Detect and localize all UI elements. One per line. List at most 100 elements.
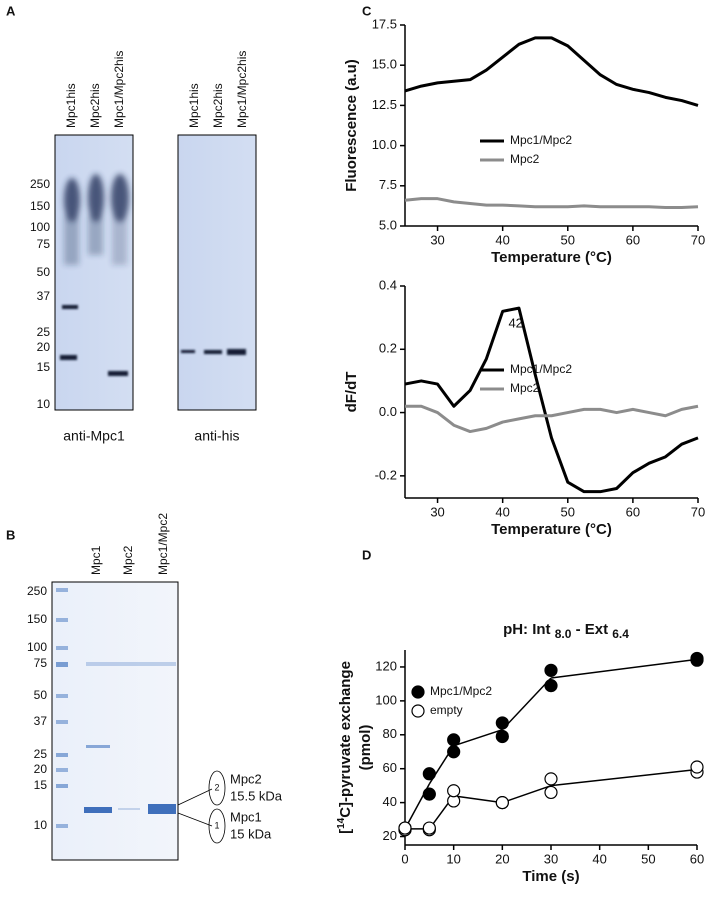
x-tick-label: 30	[430, 232, 444, 247]
y-axis-label-part: 14	[336, 817, 347, 829]
data-point	[422, 821, 436, 835]
x-tick-label: 50	[561, 504, 575, 519]
marker-label: 150	[30, 199, 50, 213]
y-axis-label: [14C]-pyruvate exchange	[336, 661, 354, 834]
blot	[177, 134, 257, 411]
x-tick-label: 70	[691, 232, 705, 247]
data-point	[544, 785, 558, 800]
lane-label: Mpc1	[89, 545, 103, 575]
y-tick-label: 12.5	[372, 97, 397, 112]
x-axis-label: Time (s)	[522, 868, 579, 885]
y-tick-label: 60	[383, 760, 397, 775]
line-series	[404, 197, 699, 210]
y-tick-label: 15.0	[372, 57, 397, 72]
data-point	[495, 729, 509, 744]
marker-label: 50	[37, 265, 51, 279]
lane-label: Mpc1/Mpc2his	[112, 51, 126, 128]
marker-label: 25	[37, 325, 51, 339]
x-tick-label: 60	[626, 232, 640, 247]
y-tick-label: 5.0	[379, 217, 397, 232]
x-tick-label: 50	[561, 232, 575, 247]
chart-title: pH: Int 8.0 - Ext 6.4	[503, 621, 629, 641]
data-point	[447, 784, 461, 798]
y-tick-label: -0.2	[375, 467, 397, 482]
y-axis-label: Fluorescence (a.u)	[343, 59, 360, 192]
marker-label: 250	[30, 177, 50, 191]
x-tick-label: 30	[544, 851, 558, 866]
chart-title-part: - Ext	[571, 621, 612, 638]
band-size: 15.5 kDa	[230, 788, 283, 803]
band-name: Mpc1	[230, 809, 262, 824]
lane-label: Mpc2his	[88, 83, 102, 128]
marker-label: 10	[37, 397, 51, 411]
data-point	[422, 767, 436, 781]
lane-label: Mpc2his	[211, 83, 225, 128]
data-point	[690, 760, 704, 774]
x-tick-label: 20	[495, 851, 509, 866]
data-point	[447, 745, 461, 759]
marker-label: 75	[34, 656, 48, 670]
y-tick-label: 0.0	[379, 404, 397, 419]
legend-marker	[411, 685, 425, 699]
data-point	[422, 787, 436, 801]
x-tick-label: 30	[430, 504, 444, 519]
marker-label: 37	[34, 714, 48, 728]
y-tick-label: 80	[383, 726, 397, 741]
marker-label: 15	[37, 360, 51, 374]
blot	[54, 134, 134, 411]
data-point	[544, 679, 558, 693]
chart-title-part: pH: Int	[503, 621, 555, 638]
data-point	[495, 716, 509, 730]
y-axis-label: (pmol)	[357, 725, 374, 771]
y-tick-label: 17.5	[372, 16, 397, 31]
x-tick-label: 60	[690, 851, 704, 866]
x-tick-label: 70	[691, 504, 705, 519]
legend-label: Mpc2	[510, 152, 540, 166]
lane-label: Mpc1/Mpc2his	[235, 51, 249, 128]
data-point	[447, 733, 461, 747]
legend-label: Mpc1/Mpc2	[430, 684, 492, 698]
annotation: 42	[508, 315, 522, 330]
connector	[453, 795, 503, 804]
connector	[550, 768, 698, 787]
legend-label: Mpc2	[510, 381, 540, 395]
marker-label: 10	[34, 818, 48, 832]
panel-label: A	[6, 3, 16, 18]
chart-title-part: 6.4	[612, 627, 629, 641]
marker-label: 75	[37, 237, 51, 251]
x-tick-label: 10	[446, 851, 460, 866]
data-point	[690, 651, 704, 666]
y-tick-label: 40	[383, 794, 397, 809]
marker-label: 100	[27, 640, 47, 654]
legend-label: Mpc1/Mpc2	[510, 362, 572, 376]
chart-title-part: 8.0	[555, 627, 572, 641]
marker-label: 50	[34, 688, 48, 702]
y-tick-label: 0.2	[379, 341, 397, 356]
y-tick-label: 0.4	[379, 277, 397, 292]
lane-label: Mpc1/Mpc2	[156, 513, 170, 575]
marker-label: 100	[30, 220, 50, 234]
lane-label: Mpc1his	[64, 83, 78, 128]
marker-label: 150	[27, 612, 47, 626]
line-series	[404, 306, 699, 494]
marker-label: 250	[27, 584, 47, 598]
line-series	[405, 404, 699, 434]
data-point	[495, 796, 509, 810]
x-tick-label: 40	[495, 504, 509, 519]
x-axis-label: Temperature (°C)	[491, 521, 612, 538]
y-tick-label: 20	[383, 828, 397, 843]
band-number: 1	[214, 820, 219, 830]
band-number: 2	[214, 782, 219, 792]
band-name: Mpc2	[230, 771, 262, 786]
y-axis-label-part: [	[337, 829, 354, 834]
panel-label: C	[362, 3, 372, 18]
data-point	[544, 663, 558, 677]
panel-label: B	[6, 527, 15, 542]
y-tick-label: 100	[375, 692, 397, 707]
marker-label: 25	[34, 747, 48, 761]
y-axis-label-part: C]-pyruvate exchange	[337, 661, 354, 818]
marker-label: 20	[34, 762, 48, 776]
y-tick-label: 120	[375, 658, 397, 673]
